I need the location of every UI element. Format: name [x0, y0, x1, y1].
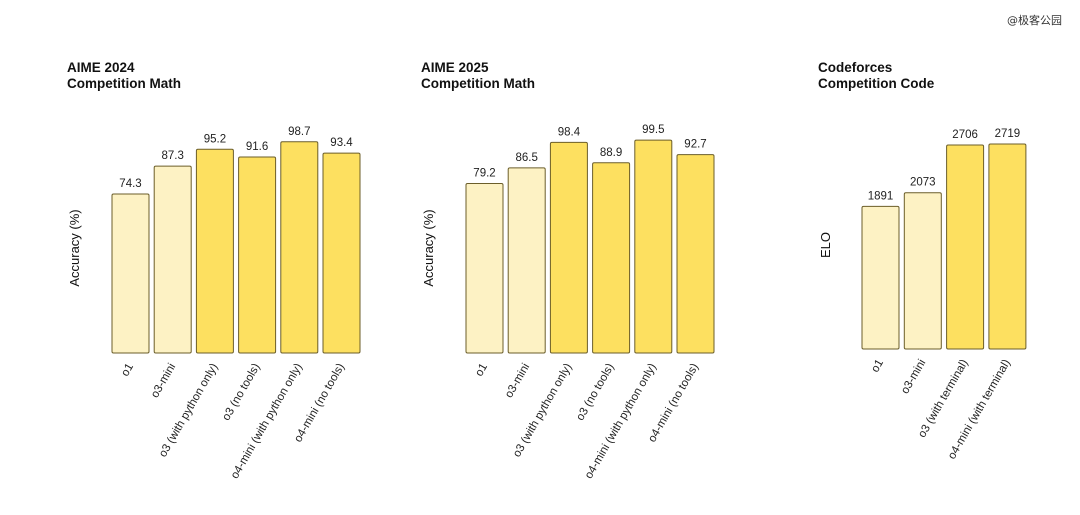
- bar: [465, 183, 504, 354]
- bar: [676, 154, 715, 354]
- bar: [549, 141, 588, 354]
- value-label: 99.5: [642, 124, 664, 136]
- category-label: o1: [119, 362, 136, 379]
- watermark: @极客公园: [1007, 14, 1062, 27]
- category-label: o3 (no tools): [574, 361, 616, 423]
- value-label: 93.4: [330, 137, 353, 149]
- category-label: o4-mini (with python only): [229, 361, 305, 481]
- category-label: o3 (no tools): [220, 361, 262, 423]
- category-label: o3-mini: [149, 362, 178, 401]
- y-axis-label: ELO: [818, 232, 833, 258]
- value-label: 2073: [910, 177, 936, 189]
- value-label: 91.6: [246, 141, 268, 153]
- value-label: 1891: [868, 190, 894, 202]
- chart-title-line: AIME 2025: [421, 60, 489, 75]
- bar: [195, 148, 234, 354]
- value-label: 95.2: [204, 133, 226, 145]
- bar: [988, 143, 1027, 350]
- chart-title-line: AIME 2024: [67, 60, 135, 75]
- value-label: 92.7: [684, 139, 706, 151]
- bar: [634, 139, 673, 354]
- bar: [238, 156, 277, 354]
- bar: [111, 193, 150, 354]
- value-label: 2706: [952, 129, 978, 141]
- value-label: 2719: [995, 128, 1021, 140]
- value-label: 88.9: [600, 147, 622, 159]
- bar: [903, 192, 942, 350]
- bar: [592, 162, 631, 354]
- category-label: o3-mini: [503, 362, 532, 401]
- bar: [861, 205, 900, 350]
- chart-title-line: Codeforces: [818, 60, 892, 75]
- value-label: 74.3: [119, 178, 141, 190]
- bar: [507, 167, 546, 354]
- value-label: 98.4: [558, 126, 581, 138]
- chart-title-line: Competition Math: [67, 76, 181, 91]
- value-label: 79.2: [473, 168, 495, 180]
- bar: [153, 165, 192, 354]
- chart-title-line: Competition Math: [421, 76, 535, 91]
- value-label: 98.7: [288, 126, 310, 138]
- category-label: o1: [473, 362, 490, 379]
- category-label: o3-mini: [899, 358, 928, 397]
- chart-title-line: Competition Code: [818, 76, 935, 91]
- category-label: o1: [869, 358, 886, 375]
- category-label: o4-mini (with python only): [583, 361, 659, 481]
- y-axis-label: Accuracy (%): [421, 209, 436, 286]
- bar: [946, 144, 985, 350]
- value-label: 87.3: [162, 150, 184, 162]
- bar: [280, 141, 319, 354]
- y-axis-label: Accuracy (%): [67, 209, 82, 286]
- bar: [322, 152, 361, 354]
- value-label: 86.5: [516, 152, 538, 164]
